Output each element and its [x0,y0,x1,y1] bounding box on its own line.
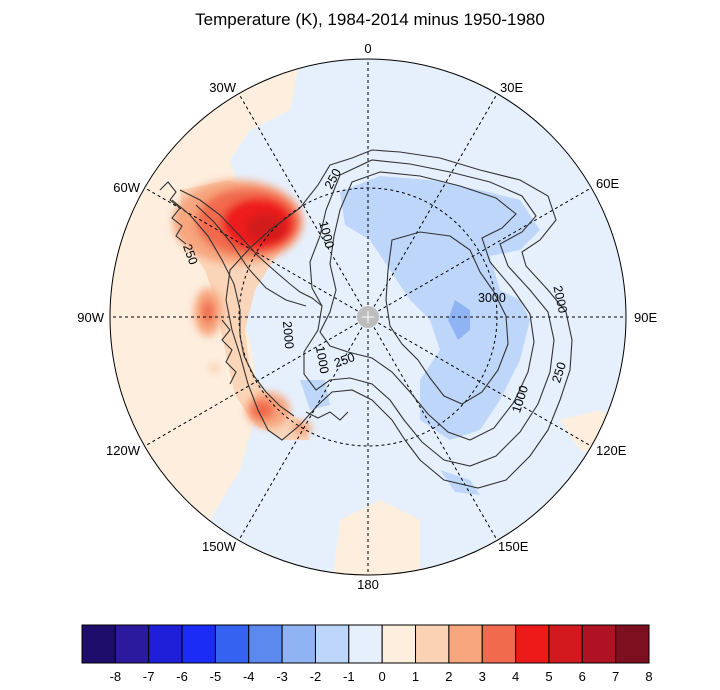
colorbar-tick-label: 6 [579,669,586,684]
colorbar-tick-label: -2 [310,669,322,684]
coast-squiggle-2 [221,319,237,385]
cold-anomaly-ross [300,380,330,410]
lon-label-120e: 120E [596,443,627,458]
polar-map: 250 1000 3000 2000 250 1000 250 1000 200… [77,41,657,590]
contour-peninsula-b [171,199,295,417]
lon-label-180: 180 [357,577,379,590]
colorbar-swatch [148,624,183,664]
colorbar-tick-label: 2 [445,669,452,684]
lon-label-30w: 30W [209,80,236,95]
cold-anomaly-coast [440,470,480,495]
contour-peninsula-a [179,189,323,307]
lon-label-120w: 120W [106,443,141,458]
colorbar-tick-label: -6 [176,669,188,684]
colorbar-boxes [81,624,650,664]
colorbar-swatch [548,624,583,664]
colorbar-swatch [348,624,383,664]
map-title: Temperature (K), 1984-2014 minus 1950-19… [195,10,545,29]
colorbar-tick-label: 4 [512,669,519,684]
colorbar-tick-label: -4 [243,669,255,684]
lon-label-30e: 30E [500,80,523,95]
hotspot-small [208,363,220,373]
colorbar-tick-label: 1 [412,669,419,684]
colorbar-swatch [581,624,617,664]
map-border [109,58,627,576]
contour-labels: 250 1000 3000 2000 250 1000 250 1000 200… [180,166,570,414]
contour-label: 250 [332,350,356,370]
contour-label: 250 [549,360,569,384]
colorbar-swatch [214,624,250,664]
lon-label-0: 0 [364,41,371,56]
colorbar-swatch [314,624,350,664]
colorbar-labels: -8 -7 -6 -5 -4 -3 -2 -1 0 1 2 3 4 5 6 7 8 [110,669,653,684]
lon-label-60e: 60E [596,176,619,191]
contour-label: 3000 [478,291,506,305]
contour-250-outer [225,149,573,489]
lon-label-60w: 60W [113,180,140,195]
longitude-labels: 0 30E 60E 90E 120E 150E 180 150W 120W 90… [77,41,657,590]
contour-2000 [319,171,535,441]
colorbar-swatch [181,624,216,664]
colorbar-tick-label: -5 [210,669,222,684]
colorbar-tick-label: -3 [276,669,288,684]
colorbar-swatch [481,624,517,664]
contour-1000 [303,159,555,467]
colorbar-swatch [248,624,283,664]
lon-label-150w: 150W [202,539,237,554]
colorbar-swatch [448,624,483,664]
colorbar-swatch [281,624,316,664]
colorbar-tick-label: 0 [379,669,386,684]
contour-label: 2000 [280,321,296,350]
contour-label: 1000 [316,219,337,250]
colorbar-tick-label: -8 [110,669,122,684]
cold-anomaly-east2 [448,300,470,340]
warm-anomaly-south [330,500,420,575]
colorbar-tick-label: 3 [479,669,486,684]
anomaly-field [110,60,626,575]
colorbar-swatch [515,624,550,664]
contour-label: 2000 [550,284,569,314]
colorbar-tick-label: 5 [545,669,552,684]
colorbar-swatch [415,624,450,664]
elevation-contours [159,149,573,489]
colorbar-swatch [81,624,116,664]
hotspot-center [246,214,286,242]
lon-label-90e: 90E [634,310,657,325]
colorbar-tick-label: 7 [612,669,619,684]
colorbar-swatch [615,624,650,664]
coast-squiggle-1 [159,181,187,245]
contour-label: 1000 [313,345,332,375]
contour-peninsula-c [195,204,307,307]
graticule [110,59,626,575]
colorbar-tick-label: -1 [343,669,355,684]
colorbar-tick-label: 8 [645,669,652,684]
lon-label-150e: 150E [498,539,529,554]
colorbar-swatch [381,624,417,664]
colorbar-tick-label: -7 [143,669,155,684]
cold-anomaly-east [340,176,540,440]
hotspot-west-core [202,300,214,324]
lon-label-90w: 90W [77,310,104,325]
colorbar-swatch [114,624,150,664]
contour-label: 250 [180,242,200,266]
contour-3000 [385,231,509,405]
coast-squiggle-3 [305,411,349,421]
